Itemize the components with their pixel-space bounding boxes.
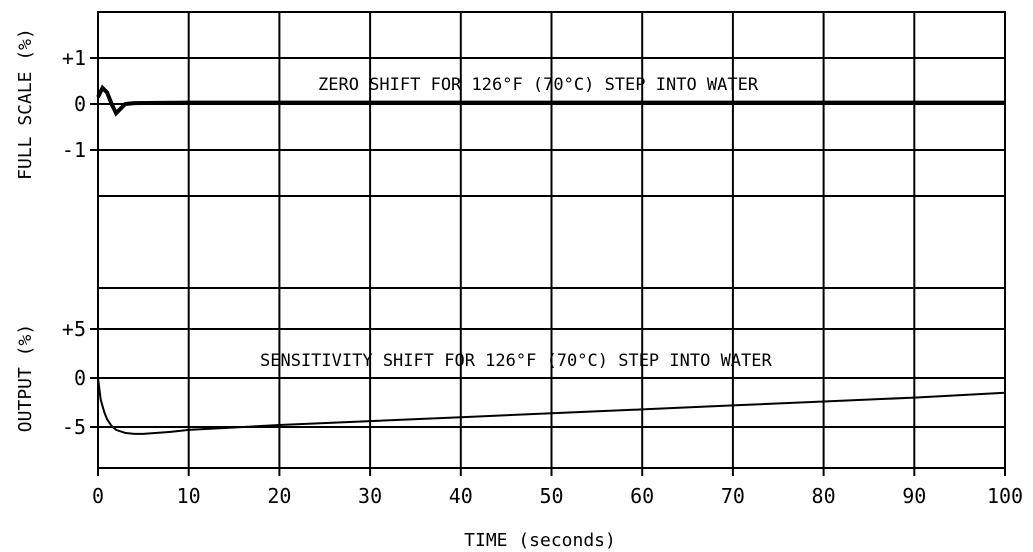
y-tick-label: 0: [74, 92, 86, 116]
y-tick-label: 0: [74, 366, 86, 390]
x-tick-label: 40: [449, 484, 473, 508]
sensitivity-shift-annotation: SENSITIVITY SHIFT FOR 126°F (70°C) STEP …: [260, 351, 773, 371]
x-tick-label: 60: [630, 484, 654, 508]
y-tick-label: -1: [62, 138, 86, 162]
x-tick-labels: 0 10 20 30 40 50 60 70 80 90 100: [92, 484, 1023, 508]
top-y-axis-label: FULL SCALE (%): [15, 28, 36, 180]
y-tick-label: +5: [62, 317, 86, 341]
series-layer: [96, 84, 1006, 435]
zero-shift-line: [96, 84, 1005, 117]
y-tick-labels: +1 0 -1 +5 0 -5: [62, 46, 86, 439]
x-tick-label: 50: [539, 484, 563, 508]
sensitivity-shift-line: [97, 377, 1006, 435]
x-tick-label: 10: [177, 484, 201, 508]
x-axis-label: TIME (seconds): [464, 530, 616, 551]
y-tick-label: +1: [62, 46, 86, 70]
bottom-y-axis-label: OUTPUT (%): [15, 324, 36, 432]
x-tick-label: 80: [812, 484, 836, 508]
x-tick-label: 30: [358, 484, 382, 508]
x-tick-label: 20: [267, 484, 291, 508]
zero-shift-annotation: ZERO SHIFT FOR 126°F (70°C) STEP INTO WA…: [318, 75, 759, 95]
x-tick-label: 90: [902, 484, 926, 508]
x-tick-label: 0: [92, 484, 104, 508]
x-tick-label: 100: [987, 484, 1023, 508]
y-tick-label: -5: [62, 415, 86, 439]
x-tick-label: 70: [721, 484, 745, 508]
plot-frame: [97, 11, 1006, 469]
